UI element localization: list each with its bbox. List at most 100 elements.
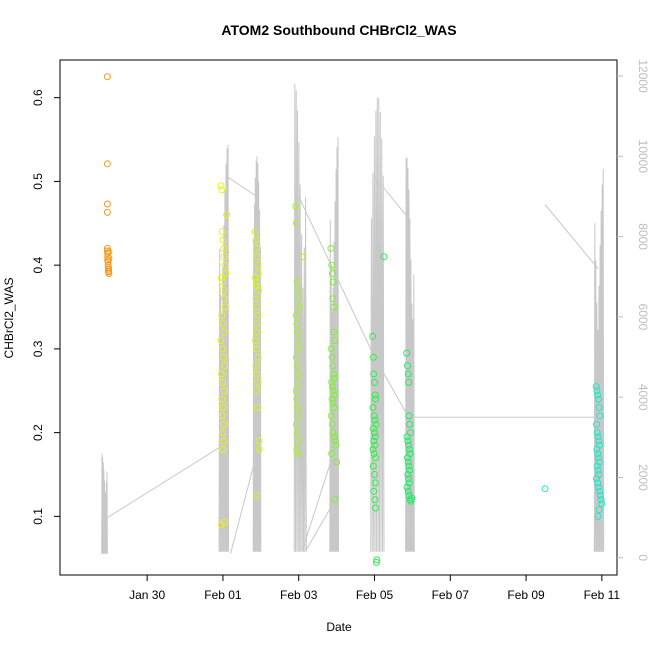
scatter-point (328, 378, 336, 386)
scatter-point (294, 437, 302, 445)
secondary-connector (226, 175, 258, 197)
scatter-point (594, 450, 602, 458)
scatter-point (104, 253, 112, 261)
scatter-point (293, 395, 301, 403)
secondary-burst (252, 156, 262, 552)
scatter-point (330, 404, 338, 411)
scatter-point (595, 471, 603, 478)
scatter-point (105, 248, 113, 256)
scatter-point (103, 208, 111, 216)
scatter-point (593, 387, 601, 395)
secondary-connector (302, 449, 336, 550)
scatter-point (597, 496, 605, 504)
secondary-connector (544, 204, 599, 270)
scatter-point (252, 362, 260, 370)
scatter-point (217, 182, 225, 190)
scatter-point (252, 236, 260, 244)
scatter-point (328, 270, 336, 277)
scatter-point (330, 433, 338, 441)
secondary-burst (370, 97, 385, 552)
x-tick-label: Feb 07 (432, 588, 470, 602)
scatter-point (328, 383, 336, 391)
scatter-point (594, 483, 602, 491)
scatter-point (380, 253, 388, 261)
scatter-point (255, 437, 263, 445)
scatter-point (253, 328, 261, 336)
scatter-point (405, 378, 413, 386)
y-axis-right: 0 2000 4000 6000 8000 10000 12000 (617, 59, 650, 561)
scatter-point (219, 320, 227, 328)
scatter-point (222, 270, 230, 277)
scatter-point (295, 378, 303, 386)
scatter-point (293, 320, 301, 328)
scatter-point (292, 311, 300, 319)
scatter-point (371, 416, 379, 424)
scatter-point (329, 399, 337, 407)
scatter-point (218, 345, 226, 353)
secondary-burst (293, 84, 307, 552)
scatter-point (369, 353, 377, 361)
scatter-point (293, 278, 301, 286)
scatter-point (407, 497, 415, 505)
scatter-point (293, 362, 301, 370)
scatter-point (103, 73, 111, 81)
scatter-point (219, 404, 227, 411)
scatter-point (219, 378, 227, 386)
secondary-connector (298, 196, 599, 418)
scatter-point (594, 395, 602, 403)
scatter-point (292, 420, 300, 428)
scatter-point (253, 303, 261, 311)
secondary-burst (329, 136, 339, 552)
scatter-point (541, 485, 549, 493)
y-tick-label: 0.1 (31, 508, 45, 525)
scatter-point (405, 462, 413, 470)
scatter-point (292, 203, 300, 210)
scatter-point (370, 412, 378, 420)
scatter-point (371, 441, 379, 449)
scatter-point (405, 475, 413, 483)
scatter-point (103, 244, 111, 252)
scatter-point (406, 420, 414, 428)
scatter-point (218, 412, 226, 420)
scatter-point (330, 303, 338, 311)
scatter-point (255, 286, 262, 294)
scatter-point (294, 404, 302, 411)
scatter-point (593, 429, 601, 437)
scatter-point (251, 228, 259, 236)
scatter-point (595, 506, 603, 514)
scatter-point (254, 378, 262, 386)
scatter-point (594, 466, 602, 474)
scatter-point (103, 200, 111, 208)
y2-tick-label: 6000 (636, 304, 650, 331)
y-axis-title: CHBrCl2_WAS (2, 278, 16, 359)
scatter-point (593, 475, 600, 483)
scatter-point (329, 429, 337, 437)
scatter-point (331, 337, 339, 344)
scatter-point (404, 454, 411, 462)
scatter-point (220, 420, 228, 428)
scatter-point (221, 303, 229, 311)
scatter-point (252, 387, 260, 395)
scatter-point (328, 261, 336, 269)
scatter-point (294, 286, 302, 294)
y2-tick-label: 8000 (636, 223, 650, 250)
scatter-point (105, 270, 113, 277)
x-tick-label: Feb 03 (280, 588, 318, 602)
scatter-point (403, 483, 411, 491)
secondary-burst (405, 157, 415, 552)
x-tick-label: Feb 11 (584, 588, 621, 602)
scatter-point (217, 337, 225, 344)
scatter-point (406, 466, 414, 474)
scatter-point (219, 286, 227, 294)
scatter-point (594, 479, 602, 487)
scatter-point (372, 454, 380, 462)
scatter-point (254, 261, 262, 269)
scatter-point (371, 429, 378, 437)
scatter-point (254, 311, 262, 319)
scatter-point (220, 387, 228, 395)
scatter-point (403, 349, 411, 357)
secondary-burst (101, 453, 108, 554)
scatter-point (404, 362, 411, 370)
scatter-point (220, 437, 228, 445)
